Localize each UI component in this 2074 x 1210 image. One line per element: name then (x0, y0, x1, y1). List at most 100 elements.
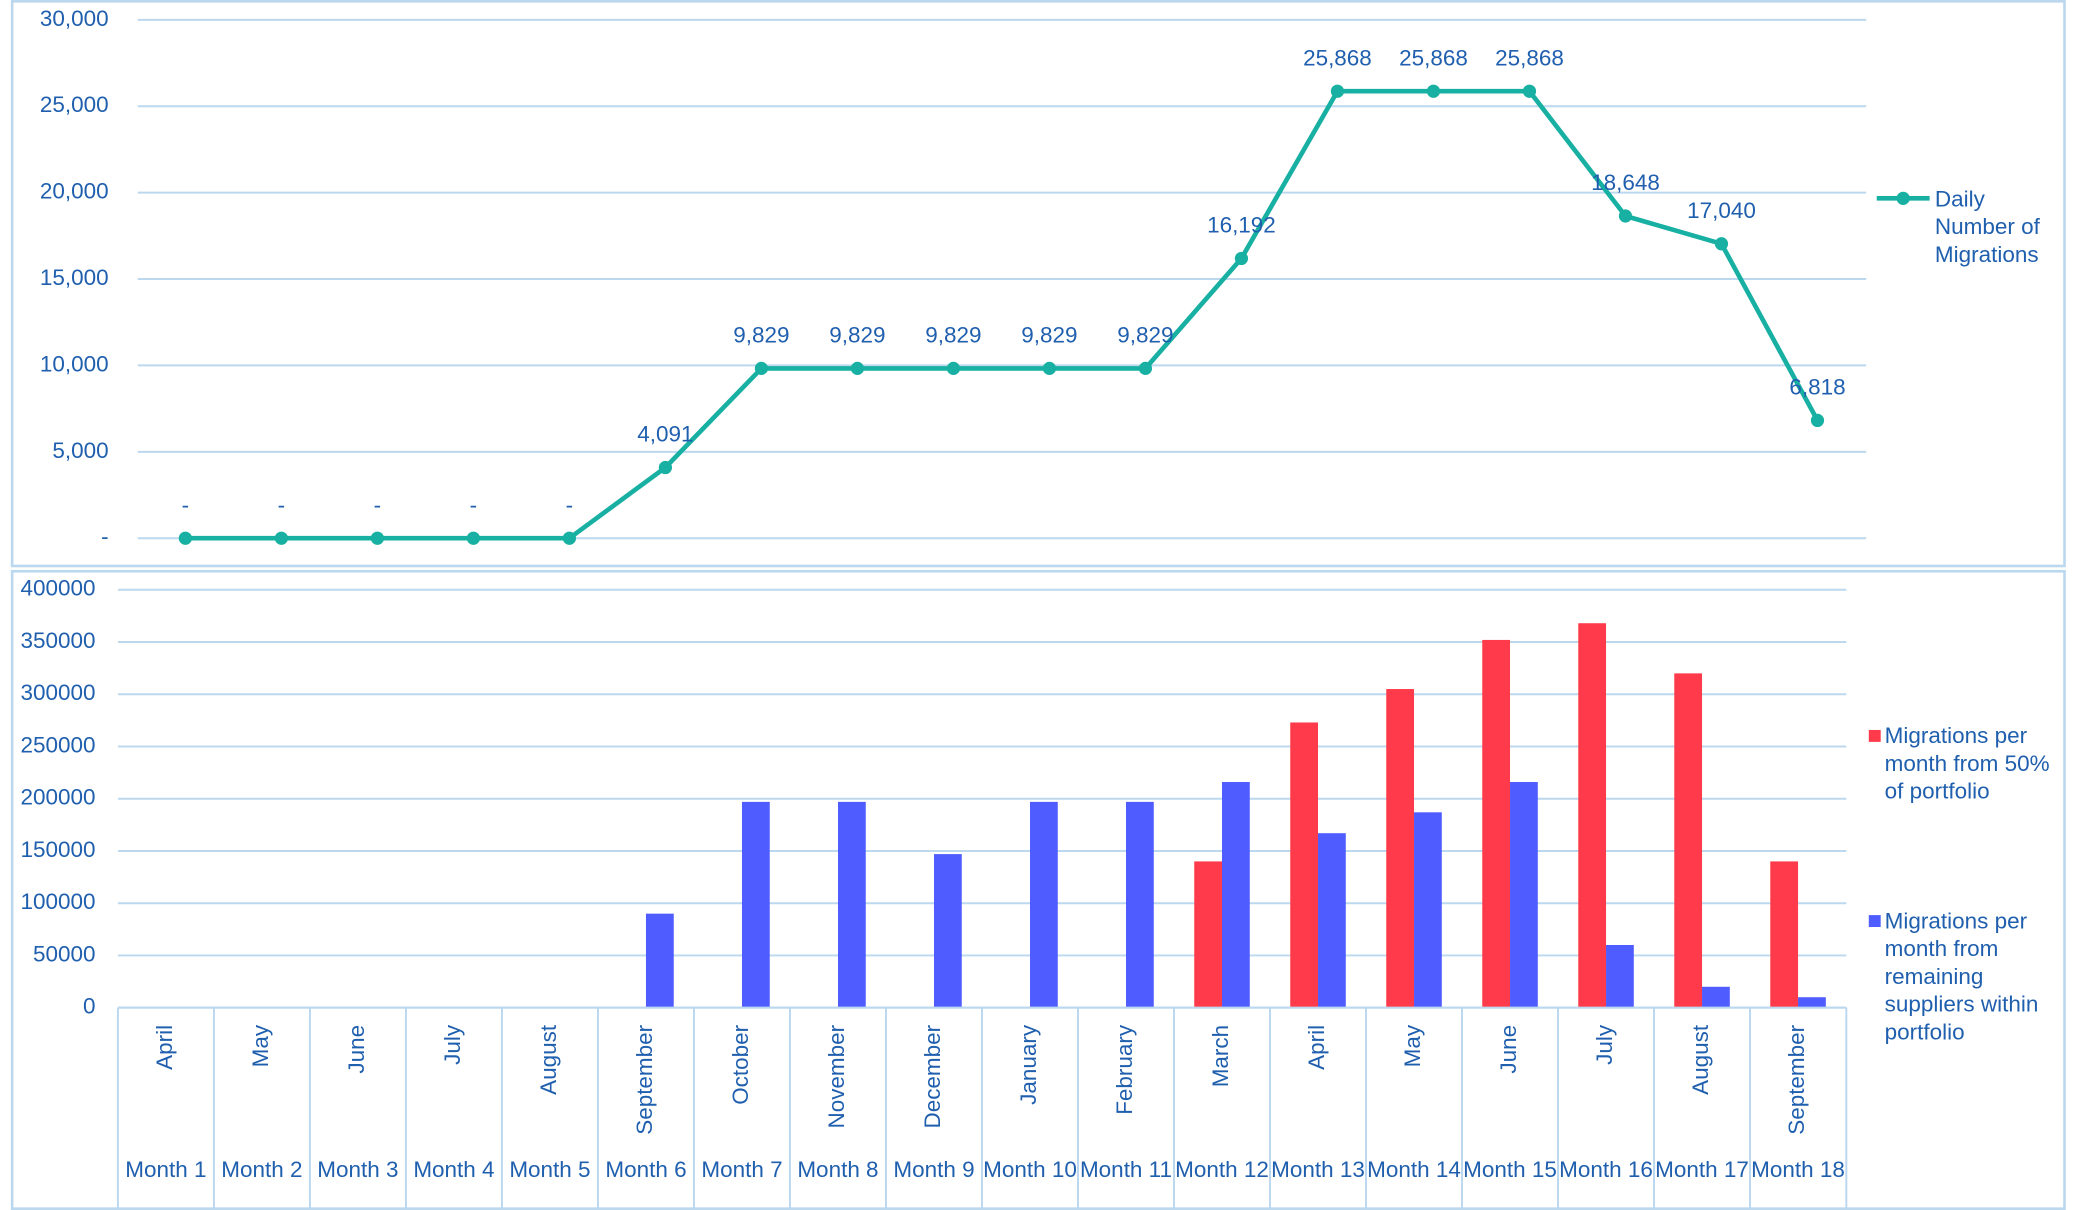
period-label: Month 12 (1175, 1157, 1269, 1183)
data-label: 9,829 (1117, 323, 1173, 348)
point (1618, 209, 1633, 223)
point (1138, 361, 1153, 375)
period-label: Month 3 (317, 1157, 399, 1183)
bar (1125, 801, 1154, 1008)
y-tick-label: 350000 (20, 628, 95, 653)
bar (741, 801, 770, 1008)
bar (1414, 812, 1442, 1008)
bar (645, 913, 674, 1008)
data-label: 9,829 (1021, 323, 1077, 348)
y-tick-label: 0 (83, 994, 96, 1019)
data-label: - (182, 492, 189, 517)
period-label-box: Month 4 (413, 1157, 495, 1183)
legend-swatch (1868, 915, 1881, 928)
period-label-box: Month 8 (797, 1157, 879, 1183)
point (850, 361, 865, 375)
point (946, 361, 961, 375)
data-label: 6,818 (1789, 375, 1845, 400)
y-tick-label: 250000 (20, 732, 95, 757)
data-label: - (566, 492, 573, 517)
legend-swatch (1868, 729, 1881, 742)
period-label: Month 7 (701, 1157, 783, 1183)
y-tick-label: 30,000 (40, 6, 109, 31)
period-label: Month 17 (1655, 1157, 1749, 1183)
period-label: Month 11 (1079, 1157, 1173, 1183)
period-label: Month 10 (983, 1157, 1077, 1183)
x-tick-label: June (344, 1025, 369, 1074)
period-label-box: Month 13 (1271, 1157, 1365, 1183)
x-tick-label: March (1208, 1025, 1233, 1087)
x-tick-label: September (632, 1024, 657, 1134)
y-tick-label: 25,000 (40, 92, 109, 117)
data-label: 25,868 (1399, 45, 1468, 70)
point (1234, 251, 1249, 266)
legend-label: Migrations per month from remaining supp… (1884, 908, 2039, 1045)
point (274, 531, 288, 545)
line (185, 88, 1820, 541)
data-label: 25,868 (1303, 45, 1372, 70)
data-label: 18,648 (1591, 170, 1660, 195)
period-label: Month 8 (797, 1157, 879, 1183)
period-label: Month 15 (1463, 1157, 1557, 1183)
bar (1702, 986, 1730, 1008)
legend-label-box: Migrations per month from 50% of portfol… (1885, 723, 2050, 804)
period-label-box: Month 12 (1175, 1157, 1269, 1183)
point (370, 531, 384, 545)
period-label-box: Month 3 (317, 1157, 399, 1183)
period-label-box: Month 2 (221, 1157, 302, 1182)
bar (1606, 944, 1634, 1008)
x-tick-label: July (440, 1024, 465, 1065)
bar (1194, 861, 1223, 1008)
y-tick-label: 100000 (20, 889, 95, 914)
period-label-box: Month 6 (605, 1157, 686, 1182)
x-tick-label: April (152, 1025, 177, 1070)
x-tick-label: January (1016, 1024, 1041, 1105)
period-label-box: Month 14 (1367, 1157, 1461, 1183)
period-label: Month 13 (1271, 1157, 1365, 1183)
bar (1318, 833, 1346, 1008)
bar (933, 854, 962, 1008)
period-label-box: Month 1 (125, 1157, 206, 1182)
bar (1222, 782, 1250, 1008)
period-label-box: Month 15 (1463, 1157, 1557, 1183)
period-label: Month 14 (1367, 1157, 1461, 1183)
period-label: Month 16 (1559, 1157, 1653, 1183)
data-label: 9,829 (733, 323, 789, 348)
data-label: - (470, 492, 477, 517)
y-tick-label: 15,000 (40, 265, 109, 290)
x-tick-label: February (1112, 1024, 1137, 1115)
point (466, 531, 481, 545)
period-label-box: Month 10 (983, 1157, 1077, 1183)
data-label: 17,040 (1687, 198, 1756, 223)
period-label: Month 4 (413, 1157, 495, 1183)
point (1330, 84, 1345, 98)
x-tick-label: July (1592, 1024, 1617, 1065)
data-label: 4,091 (637, 422, 693, 447)
y-tick-label: - (101, 524, 108, 549)
legend-label: Daily Number of Migrations (1934, 186, 2040, 268)
x-tick-label: August (1688, 1024, 1713, 1095)
x-tick-label: November (824, 1024, 849, 1128)
y-tick-label: 20,000 (40, 179, 109, 204)
y-tick-label: 300000 (20, 680, 95, 705)
period-label-box: Month 18 (1751, 1157, 1845, 1182)
y-tick-label: 10,000 (40, 351, 109, 376)
bottom-frame (10, 569, 2066, 1210)
period-label-box: Month 16 (1559, 1157, 1653, 1183)
y-tick-label: 150000 (20, 837, 95, 862)
bar (1770, 861, 1799, 1008)
bar (1482, 639, 1511, 1008)
period-label: Month 9 (893, 1157, 975, 1183)
period-label-box: Month 9 (893, 1157, 975, 1183)
point (562, 531, 577, 545)
data-label: 9,829 (829, 323, 885, 348)
x-tick-label: December (920, 1024, 945, 1128)
point (178, 531, 192, 545)
period-label: Month 5 (509, 1157, 591, 1183)
point (1810, 413, 1825, 428)
data-label: 25,868 (1495, 45, 1564, 70)
bar (1578, 623, 1607, 1008)
y-tick-label: 200000 (20, 785, 95, 810)
data-label: 16,192 (1207, 213, 1276, 238)
